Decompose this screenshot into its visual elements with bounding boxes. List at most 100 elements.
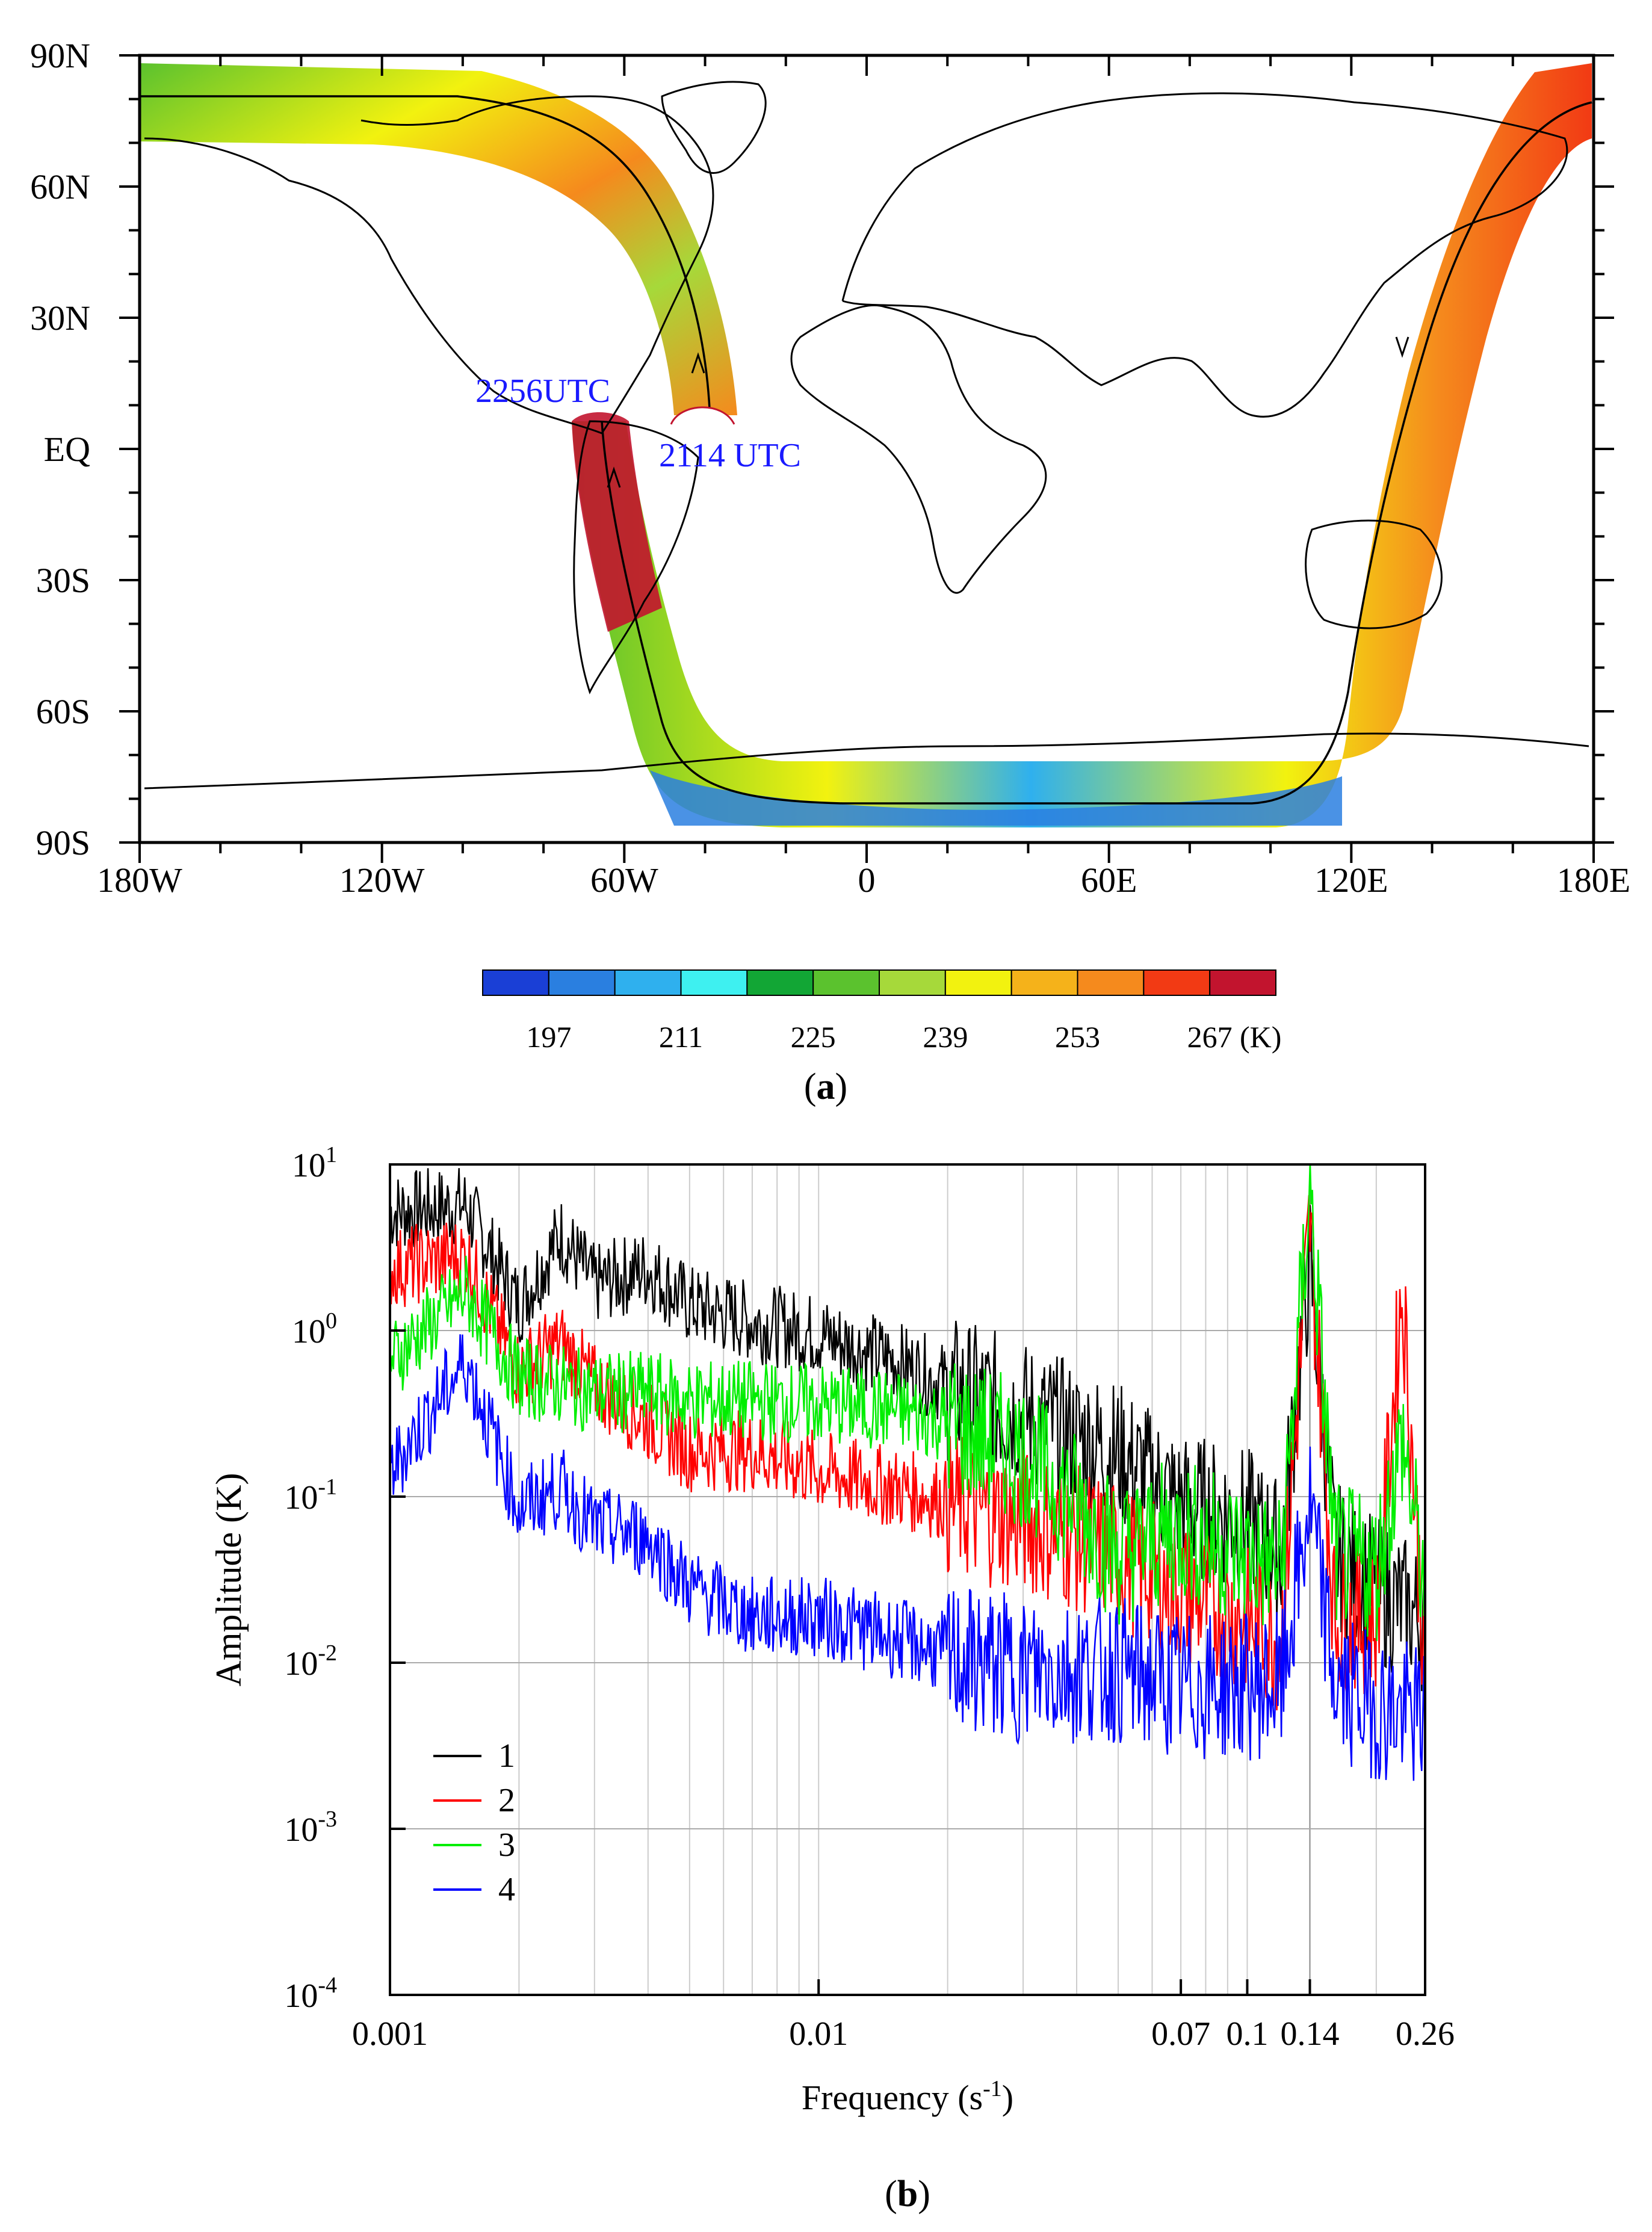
map-lat-tick-label: 90N xyxy=(30,36,90,75)
europe-africa-outline xyxy=(790,304,1047,594)
map-lat-tick-label: 30N xyxy=(30,298,90,338)
colorbar-swatch xyxy=(482,969,549,996)
map-lat-tick-label: 90S xyxy=(36,823,90,862)
x-axis-title-superscript: -1 xyxy=(983,2076,1002,2101)
spectrum-frame xyxy=(389,1163,1426,1996)
spectrum-plot-area xyxy=(390,1164,1425,1995)
caption-a: (a) xyxy=(804,1066,847,1107)
caption-b-letter: b xyxy=(897,2174,918,2215)
colorbar-tick-label: 267 xyxy=(1187,1020,1233,1054)
map-panel: 2256UTC 2114 UTC 180W 120W 60W 0 60E 120E 180E… xyxy=(30,36,1630,1107)
x-tick-label: 0.001 xyxy=(352,2015,428,2053)
map-lon-tick-label: 60W xyxy=(590,861,658,900)
colorbar-swatch xyxy=(812,969,880,996)
coastlines xyxy=(144,81,1589,790)
y-tick-label: 10-4 xyxy=(284,1973,337,2015)
colorbar-swatch xyxy=(1209,969,1276,996)
australia-outline xyxy=(1305,519,1443,629)
colorbar-tick-label: 239 xyxy=(923,1020,968,1054)
y-tick-label-exp: -1 xyxy=(318,1474,337,1500)
y-tick-label-exp: 1 xyxy=(326,1142,337,1167)
swath-north-american xyxy=(140,63,737,415)
map-lon-tick-label: 120E xyxy=(1314,861,1388,900)
x-tick-label: 0.14 xyxy=(1281,2015,1340,2053)
y-tick-label: 10-1 xyxy=(284,1474,337,1516)
y-tick-label-base: 10 xyxy=(284,1977,318,2015)
colorbar-swatch xyxy=(680,969,748,996)
colorbar-swatch xyxy=(1143,969,1211,996)
eurasia-outline xyxy=(841,92,1568,418)
series-line-2 xyxy=(390,1195,1425,1711)
map-ticks xyxy=(119,54,1614,863)
spectrum-x-tick-labels: 0.001 0.01 0.07 0.1 0.14 0.26 xyxy=(352,2015,1455,2053)
colorbar-swatch xyxy=(879,969,946,996)
map-lat-tick-label: 60S xyxy=(36,692,90,731)
y-tick-label: 10-3 xyxy=(284,1807,337,1849)
colorbar xyxy=(482,969,1276,996)
south-america-outline xyxy=(573,420,699,694)
x-axis-title: Frequency (s-1) xyxy=(802,2076,1013,2117)
y-tick-label-exp: -4 xyxy=(318,1973,337,1998)
map-tick-labels: 180W 120W 60W 0 60E 120E 180E 90N 60N 30N EQ 30S 60S… xyxy=(30,36,1630,900)
map-lon-tick-label: 180E xyxy=(1557,861,1630,900)
colorbar-tick-label: 211 xyxy=(659,1020,703,1054)
ground-track-2 xyxy=(601,101,1592,805)
legend-label-4: 4 xyxy=(498,1871,515,1908)
map-lon-tick-label: 180W xyxy=(97,861,182,900)
x-tick-label: 0.01 xyxy=(789,2015,848,2053)
x-tick-label: 0.26 xyxy=(1396,2015,1455,2053)
y-tick-label-exp: -2 xyxy=(318,1640,337,1666)
colorbar-tick-label: 253 xyxy=(1055,1020,1100,1054)
start-cap-2114 xyxy=(670,406,735,425)
map-lat-tick-label: 60N xyxy=(30,167,90,206)
series-line-3 xyxy=(390,1164,1425,1641)
colorbar-tick-label: 197 xyxy=(526,1020,571,1054)
legend-label-3: 3 xyxy=(498,1826,515,1864)
colorbar-tick-label: 225 xyxy=(791,1020,836,1054)
track-arrow-north xyxy=(691,352,705,374)
y-axis-title: Amplitude (K) xyxy=(209,1473,249,1687)
y-tick-label-base: 10 xyxy=(284,1645,318,1683)
y-tick-label: 10-2 xyxy=(284,1640,337,1683)
swath-warm-region xyxy=(572,412,662,632)
track-arrow-up xyxy=(607,466,621,488)
spectrum-ticks xyxy=(389,1163,1426,1996)
colorbar-unit: (K) xyxy=(1240,1020,1281,1054)
series-line-4 xyxy=(390,1334,1425,1781)
colorbar-swatch xyxy=(746,969,814,996)
colorbar-swatch xyxy=(1010,969,1078,996)
x-tick-label: 0.1 xyxy=(1226,2015,1268,2053)
colorbar-swatch xyxy=(614,969,682,996)
swath-cold-region xyxy=(650,770,1342,826)
y-tick-label-exp: 0 xyxy=(326,1308,337,1334)
y-tick-label-base: 10 xyxy=(292,1313,326,1350)
x-axis-title-end: ) xyxy=(1002,2078,1013,2117)
caption-b: (b) xyxy=(885,2174,930,2215)
map-lat-tick-label: EQ xyxy=(44,430,90,469)
legend-label-2: 2 xyxy=(498,1782,515,1819)
annotation-2114utc: 2114 UTC xyxy=(659,437,801,474)
y-tick-label-base: 10 xyxy=(284,1811,318,1849)
spectrum-legend: 1 2 3 4 xyxy=(433,1737,515,1908)
track-arrow-down xyxy=(1395,336,1409,358)
spectrum-panel: 0.001 0.01 0.07 0.1 0.14 0.26 10110010-110-21… xyxy=(209,1142,1455,2215)
x-axis-title-text: Frequency (s xyxy=(802,2078,983,2117)
y-tick-label-base: 10 xyxy=(292,1147,326,1184)
map-lat-tick-label: 30S xyxy=(36,561,90,600)
north-america-outline xyxy=(144,95,714,434)
annotation-2256utc: 2256UTC xyxy=(475,373,610,410)
y-tick-label: 101 xyxy=(292,1142,337,1184)
antarctica-outline xyxy=(144,732,1589,790)
y-tick-label: 100 xyxy=(292,1308,337,1350)
map-lon-tick-label: 120W xyxy=(339,861,425,900)
spectrum-series xyxy=(390,1164,1425,1781)
colorbar-swatch xyxy=(548,969,616,996)
y-tick-label-exp: -3 xyxy=(318,1807,337,1832)
greenland-outline xyxy=(661,81,767,174)
map-lon-tick-label: 60E xyxy=(1081,861,1137,900)
colorbar-swatch xyxy=(1077,969,1145,996)
legend-label-1: 1 xyxy=(498,1737,515,1775)
ground-track-1 xyxy=(140,95,711,422)
